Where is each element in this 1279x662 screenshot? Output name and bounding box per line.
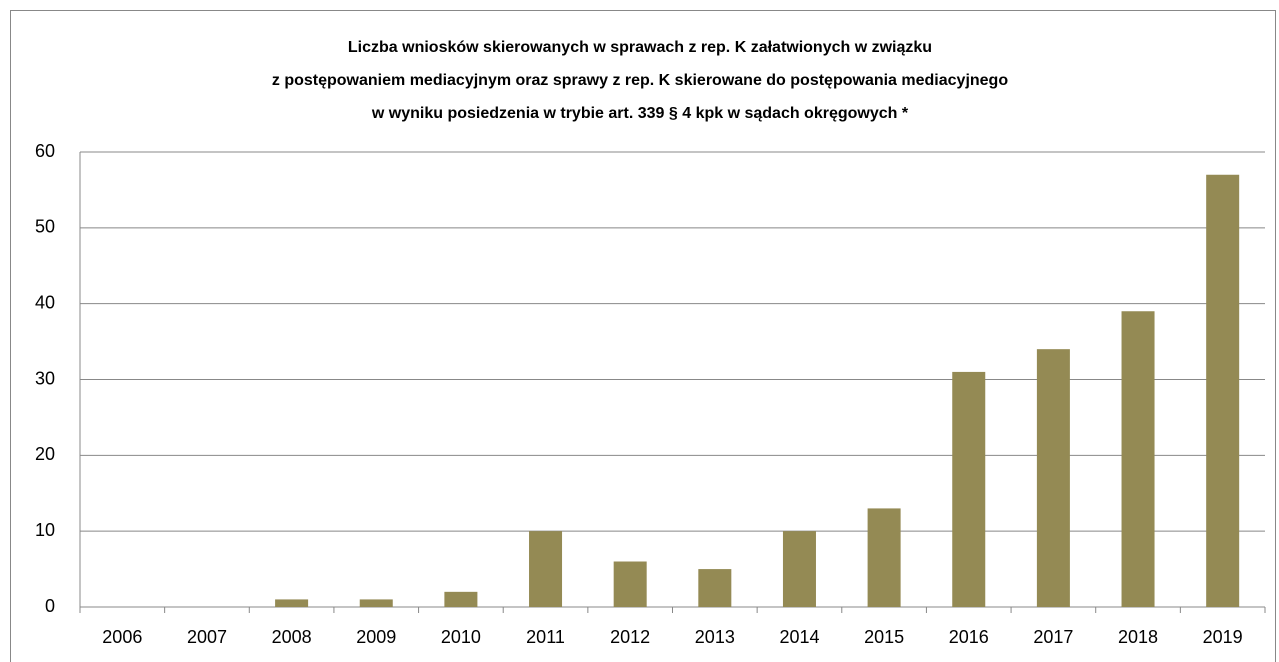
x-tick-label: 2012 xyxy=(610,627,650,647)
chart-title: w wyniku posiedzenia w trybie art. 339 §… xyxy=(371,105,909,122)
y-tick-label: 40 xyxy=(35,292,55,312)
bar xyxy=(867,508,901,607)
bar xyxy=(1206,174,1240,607)
y-tick-label: 0 xyxy=(45,596,55,616)
x-tick-label: 2016 xyxy=(949,627,989,647)
chart-border xyxy=(10,10,1276,662)
x-tick-label: 2010 xyxy=(441,627,481,647)
chart-title: Liczba wniosków skierowanych w sprawach … xyxy=(348,39,932,56)
x-tick-label: 2015 xyxy=(864,627,904,647)
x-tick-label: 2013 xyxy=(695,627,735,647)
bar xyxy=(275,599,309,607)
bar xyxy=(444,591,478,607)
bar xyxy=(529,531,563,607)
y-tick-label: 20 xyxy=(35,444,55,464)
bar xyxy=(1121,311,1155,607)
bar xyxy=(359,599,393,607)
x-tick-label: 2009 xyxy=(356,627,396,647)
x-tick-label: 2008 xyxy=(272,627,312,647)
x-tick-label: 2006 xyxy=(102,627,142,647)
x-tick-label: 2019 xyxy=(1203,627,1243,647)
x-tick-label: 2011 xyxy=(526,627,565,647)
y-tick-label: 10 xyxy=(35,520,55,540)
y-tick-label: 60 xyxy=(35,141,55,161)
bar xyxy=(782,531,816,607)
x-tick-label: 2017 xyxy=(1033,627,1073,647)
bar xyxy=(698,569,732,607)
x-tick-label: 2007 xyxy=(187,627,227,647)
chart-title: z postępowaniem mediacyjnym oraz sprawy … xyxy=(272,72,1008,89)
bar xyxy=(952,371,986,607)
bar xyxy=(1036,349,1070,607)
y-tick-label: 30 xyxy=(35,368,55,388)
bar xyxy=(613,561,647,607)
y-tick-label: 50 xyxy=(35,217,55,237)
x-tick-label: 2014 xyxy=(779,627,819,647)
x-tick-label: 2018 xyxy=(1118,627,1158,647)
